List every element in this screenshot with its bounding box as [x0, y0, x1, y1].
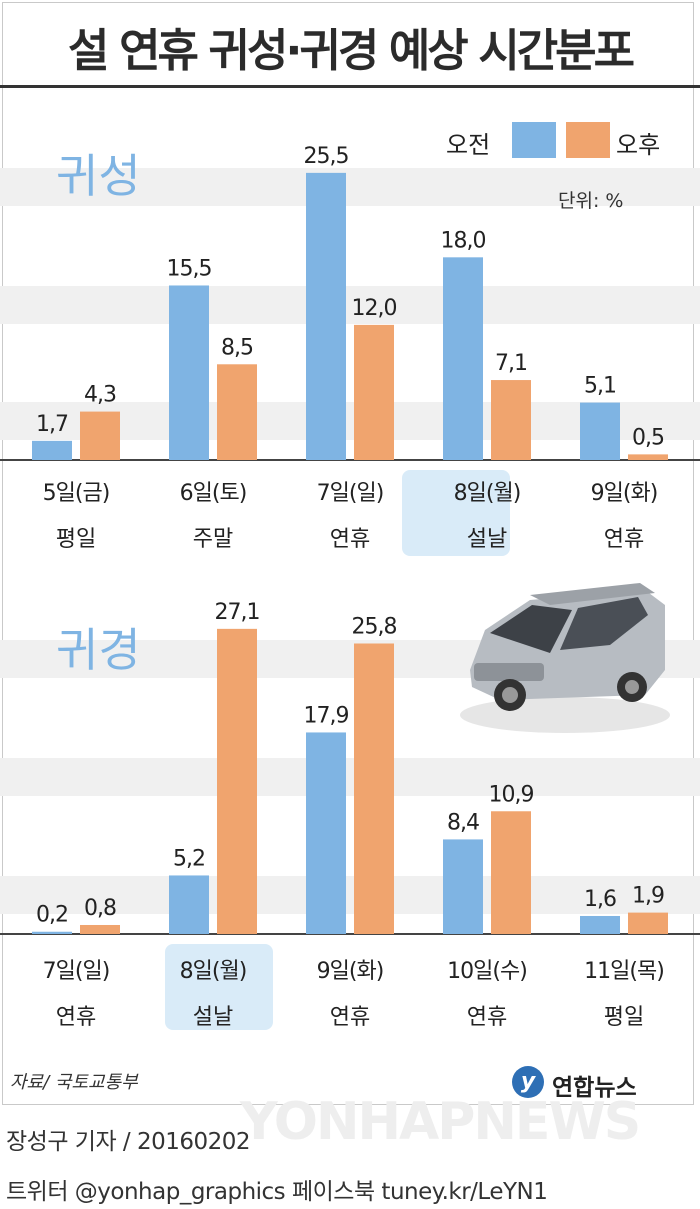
- bar-pm: [354, 643, 394, 934]
- category-label: 7일(일): [317, 481, 384, 506]
- bar-am: [32, 440, 72, 460]
- panel-label: 귀성: [56, 149, 141, 203]
- category-sublabel: 연휴: [467, 1005, 507, 1030]
- category-label: 6일(토): [180, 481, 247, 506]
- category-label: 9일(화): [591, 481, 658, 506]
- data-label: 1,9: [632, 884, 664, 909]
- data-label: 27,1: [215, 600, 260, 625]
- data-label: 18,0: [441, 228, 486, 253]
- data-label: 10,9: [489, 782, 534, 807]
- data-label: 25,8: [352, 614, 397, 639]
- data-label: 1,6: [584, 887, 616, 912]
- bar-am: [580, 915, 620, 934]
- bar-am: [443, 257, 483, 460]
- legend-am-label: 오전: [446, 131, 490, 159]
- data-label: 7,1: [495, 351, 527, 376]
- category-sublabel: 평일: [56, 527, 96, 552]
- category-sublabel: 연휴: [56, 1005, 96, 1030]
- category-sublabel: 설날: [467, 527, 507, 552]
- bar-pm: [491, 380, 531, 460]
- yonhap-logo-text: 연합뉴스: [552, 1075, 637, 1101]
- grid-band: [0, 758, 700, 796]
- data-label: 5,2: [173, 846, 205, 871]
- category-label: 7일(일): [43, 959, 110, 984]
- data-label: 17,9: [304, 703, 349, 728]
- unit-label: 단위: %: [558, 190, 624, 212]
- yonhap-logo: y 연합뉴스: [512, 1066, 692, 1102]
- bar-am: [169, 875, 209, 934]
- bar-pm: [80, 411, 120, 460]
- title-divider: [0, 85, 700, 88]
- data-label: 8,5: [221, 335, 253, 360]
- category-sublabel: 평일: [604, 1005, 644, 1030]
- category-sublabel: 주말: [193, 527, 233, 552]
- highlight-box: [165, 944, 273, 1030]
- legend-pm-swatch: [566, 122, 610, 158]
- grid-band: [0, 168, 700, 206]
- bar-pm: [354, 324, 394, 460]
- category-label: 9일(화): [317, 959, 384, 984]
- bar-am: [169, 285, 209, 460]
- byline: 장성구 기자 / 20160202: [6, 1129, 251, 1155]
- data-label: 25,5: [304, 144, 349, 169]
- car-icon: [460, 583, 670, 733]
- data-label: 5,1: [584, 374, 616, 399]
- category-sublabel: 설날: [193, 1005, 233, 1030]
- bar-am: [580, 402, 620, 460]
- data-label: 8,4: [447, 810, 479, 835]
- category-sublabel: 연휴: [330, 527, 370, 552]
- source-label: 자료/ 국토교통부: [10, 1072, 138, 1093]
- category-sublabel: 연휴: [330, 1005, 370, 1030]
- bar-am: [32, 931, 72, 934]
- chart-title: 설 연휴 귀성·귀경 예상 시간분포: [68, 24, 635, 77]
- panel-label: 귀경: [56, 623, 141, 677]
- category-label: 10일(수): [447, 959, 527, 984]
- category-sublabel: 연휴: [604, 527, 644, 552]
- grid-band: [0, 876, 700, 914]
- category-label: 8일(월): [180, 959, 247, 984]
- bar-am: [443, 839, 483, 934]
- bar-pm: [628, 454, 668, 460]
- bar-pm: [217, 364, 257, 460]
- category-label: 11일(목): [584, 959, 664, 984]
- highlight-box: [402, 470, 510, 556]
- data-label: 12,0: [352, 296, 397, 321]
- legend-pm-label: 오후: [616, 131, 660, 159]
- category-label: 5일(금): [43, 481, 110, 506]
- bar-am: [306, 732, 346, 934]
- data-label: 0,8: [84, 896, 116, 921]
- data-label: 0,5: [632, 425, 664, 450]
- bar-pm: [628, 912, 668, 934]
- social-links: 트위터 @yonhap_graphics 페이스북 tuney.kr/LeYN1: [6, 1179, 548, 1205]
- bar-pm: [491, 811, 531, 934]
- bar-pm: [217, 628, 257, 934]
- data-label: 15,5: [167, 256, 212, 281]
- bar-am: [306, 172, 346, 460]
- data-label: 0,2: [36, 903, 68, 928]
- data-label: 1,7: [36, 412, 68, 437]
- data-label: 4,3: [84, 383, 116, 408]
- watermark: YONHAPNEWS: [240, 1092, 641, 1152]
- category-label: 8일(월): [454, 481, 521, 506]
- yonhap-logo-icon: y: [512, 1066, 544, 1098]
- grid-band: [0, 286, 700, 324]
- legend-am-swatch: [512, 122, 556, 158]
- bar-pm: [80, 924, 120, 934]
